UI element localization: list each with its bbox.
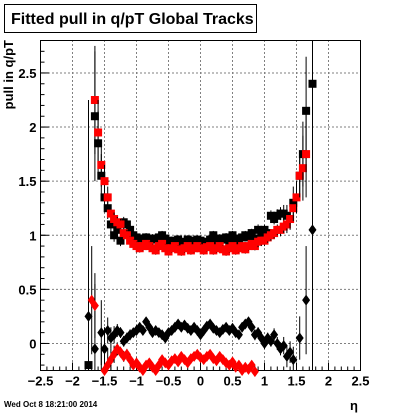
square-marker	[228, 242, 237, 251]
square-marker	[225, 237, 234, 246]
grid-lines	[40, 40, 361, 371]
x-tick-label: 2	[325, 374, 332, 389]
y-tick-label: 1.5	[18, 174, 36, 189]
square-marker	[100, 177, 109, 186]
square-marker	[151, 246, 160, 255]
square-marker	[103, 193, 112, 202]
square-marker	[298, 164, 307, 173]
square-marker	[174, 235, 183, 244]
square-marker	[282, 220, 291, 229]
diamond-marker	[97, 327, 106, 339]
square-marker	[106, 209, 115, 218]
x-tick-label: 2.5	[351, 374, 369, 389]
square-marker	[90, 96, 99, 105]
diamond-marker	[286, 346, 295, 358]
x-axis-label: η	[350, 398, 358, 413]
square-marker	[247, 229, 256, 238]
y-tick-label: 0	[29, 336, 36, 351]
diamond-marker	[308, 224, 317, 236]
x-tick-label: −0.5	[156, 374, 182, 389]
square-marker	[110, 231, 119, 240]
square-marker	[122, 231, 131, 240]
diamond-marker	[247, 321, 256, 333]
square-marker	[116, 220, 125, 229]
square-marker	[295, 171, 304, 180]
axis-ticks: −2.5 −2 −1.5 −1 −0.5 0 0.5 1 1.5 2 2.5 0 0.5 1 1.5 2 2.5	[18, 50, 370, 389]
diamond-marker	[116, 327, 125, 339]
diamond-marker	[90, 300, 99, 312]
square-marker	[286, 215, 295, 224]
square-marker	[254, 225, 263, 234]
x-tick-label: −1	[129, 374, 144, 389]
x-tick-label: 1	[261, 374, 268, 389]
x-tick-label: 0.5	[223, 374, 241, 389]
x-tick-label: 0	[197, 374, 204, 389]
y-tick-label: 2.5	[18, 66, 36, 81]
timestamp: Wed Oct 8 18:21:00 2014	[4, 400, 98, 409]
square-marker	[302, 150, 311, 159]
series-square-2	[90, 45, 311, 256]
y-axis-label: pull in q/pT	[1, 40, 16, 109]
square-marker	[126, 225, 135, 234]
x-tick-label: −1.5	[92, 374, 118, 389]
square-marker	[113, 225, 122, 234]
diamond-marker	[302, 294, 311, 306]
square-marker	[231, 234, 240, 243]
square-marker	[244, 233, 253, 242]
square-marker	[206, 242, 215, 251]
square-marker	[94, 128, 103, 137]
diamond-marker	[270, 329, 279, 341]
diamond-marker	[234, 329, 243, 341]
square-marker	[250, 242, 259, 251]
square-marker	[97, 160, 106, 169]
diamond-marker	[295, 332, 304, 344]
diamond-marker	[250, 366, 259, 378]
square-marker	[209, 231, 218, 240]
data-markers	[84, 40, 317, 378]
chart-title: Fitted pull in q/pT Global Tracks	[11, 11, 254, 28]
square-marker	[289, 204, 298, 213]
square-marker	[158, 239, 167, 248]
square-marker	[183, 242, 192, 251]
square-marker	[206, 235, 215, 244]
x-tick-label: 1.5	[287, 374, 305, 389]
diamond-marker	[289, 354, 298, 366]
square-marker	[106, 220, 115, 229]
diamond-marker	[84, 310, 93, 322]
diamond-marker	[103, 324, 112, 336]
y-tick-label: 0.5	[18, 282, 36, 297]
diamond-marker	[90, 343, 99, 355]
square-marker	[222, 233, 231, 242]
title-box	[4, 4, 257, 33]
x-tick-label: −2	[65, 374, 80, 389]
diamond-marker	[138, 324, 147, 336]
square-marker	[122, 220, 131, 229]
diamond-marker	[279, 340, 288, 352]
x-tick-label: −2.5	[28, 374, 54, 389]
series-diamond-4	[87, 246, 259, 378]
square-marker	[292, 193, 301, 202]
y-tick-label: 1	[29, 228, 36, 243]
square-marker	[116, 236, 125, 245]
y-tick-label: 2	[29, 120, 36, 135]
plot-frame	[40, 40, 361, 371]
